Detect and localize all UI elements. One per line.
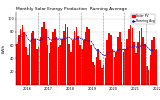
Bar <box>101 68 103 85</box>
Bar <box>104 58 106 85</box>
Bar <box>142 37 144 85</box>
Bar <box>94 65 95 85</box>
Bar <box>49 53 50 85</box>
Bar <box>150 55 151 85</box>
Bar <box>128 29 130 85</box>
Bar <box>74 31 76 85</box>
Text: Monthly Solar Energy Production  Running Average: Monthly Solar Energy Production Running … <box>16 7 127 11</box>
Bar <box>137 42 139 85</box>
Bar <box>90 45 92 85</box>
Bar <box>83 40 84 85</box>
Bar <box>99 60 101 85</box>
Bar <box>59 45 61 85</box>
Bar <box>126 38 128 85</box>
Bar <box>25 46 27 85</box>
Bar <box>77 36 79 85</box>
Bar <box>68 44 70 85</box>
Bar <box>56 37 57 85</box>
Bar <box>87 27 88 85</box>
Bar <box>103 65 104 85</box>
Bar <box>36 48 38 85</box>
Bar <box>38 46 39 85</box>
Bar <box>52 32 54 85</box>
Bar <box>45 29 47 85</box>
Bar <box>112 48 113 85</box>
Bar <box>67 27 68 85</box>
Bar <box>81 48 83 85</box>
Bar <box>146 66 148 85</box>
Bar <box>121 42 122 85</box>
Y-axis label: kWh: kWh <box>2 44 6 53</box>
Bar <box>123 52 124 85</box>
Bar <box>153 37 155 85</box>
Bar <box>34 38 36 85</box>
Bar <box>141 28 142 85</box>
Bar <box>148 70 149 85</box>
Bar <box>23 32 25 85</box>
Bar <box>41 27 43 85</box>
Legend: Solar PV, Running Avg: Solar PV, Running Avg <box>131 14 155 24</box>
Bar <box>61 38 63 85</box>
Bar <box>32 31 34 85</box>
Bar <box>76 27 77 85</box>
Bar <box>79 45 81 85</box>
Bar <box>16 44 18 85</box>
Bar <box>108 33 110 85</box>
Bar <box>72 40 74 85</box>
Bar <box>27 55 28 85</box>
Bar <box>97 48 99 85</box>
Bar <box>85 32 86 85</box>
Bar <box>114 57 115 85</box>
Bar <box>144 44 146 85</box>
Bar <box>133 42 135 85</box>
Bar <box>54 29 56 85</box>
Bar <box>119 32 121 85</box>
Bar <box>20 29 21 85</box>
Bar <box>110 35 112 85</box>
Bar <box>139 31 140 85</box>
Bar <box>29 44 30 85</box>
Bar <box>135 53 137 85</box>
Bar <box>31 33 32 85</box>
Bar <box>58 46 59 85</box>
Bar <box>70 52 72 85</box>
Bar <box>124 48 126 85</box>
Bar <box>21 25 23 85</box>
Bar <box>155 50 157 85</box>
Bar <box>130 25 131 85</box>
Bar <box>43 22 45 85</box>
Bar <box>96 57 97 85</box>
Bar <box>106 40 108 85</box>
Bar <box>88 29 90 85</box>
Bar <box>40 37 41 85</box>
Bar <box>63 31 65 85</box>
Bar <box>132 28 133 85</box>
Bar <box>50 42 52 85</box>
Bar <box>115 52 117 85</box>
Bar <box>47 45 48 85</box>
Bar <box>18 35 20 85</box>
Bar <box>92 62 94 85</box>
Bar <box>117 37 119 85</box>
Bar <box>152 40 153 85</box>
Bar <box>65 24 66 85</box>
